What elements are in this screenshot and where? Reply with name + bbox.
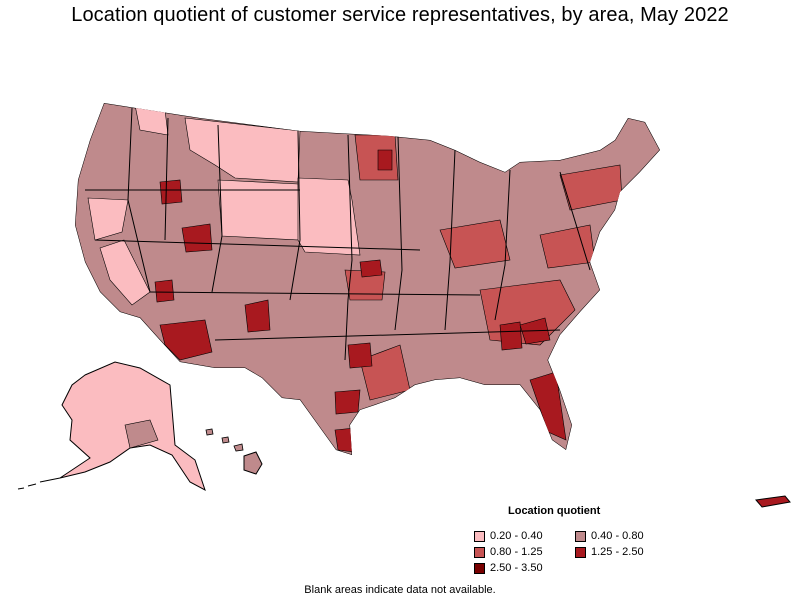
area-texas-coast: [334, 427, 356, 453]
area-california-east: [99, 239, 151, 306]
area-puerto-rico: [755, 495, 791, 508]
area-nebraska: [297, 177, 361, 256]
legend-swatch: [575, 530, 586, 542]
legend-label: 0.80 - 1.25: [490, 546, 543, 558]
legend-item-3: 1.25 - 2.50: [575, 546, 644, 558]
legend-title: Location quotient: [508, 505, 601, 517]
area-nevada-west: [87, 197, 129, 241]
legend-swatch: [575, 546, 586, 558]
legend-label: 0.40 - 0.80: [591, 530, 644, 542]
area-arizona-south: [159, 319, 213, 361]
data-availability-note: Blank areas indicate data not available.: [304, 584, 496, 596]
area-utah-north: [181, 223, 213, 253]
area-wyoming: [217, 179, 301, 241]
area-arizona-west: [154, 279, 175, 303]
conus-region: [75, 103, 660, 455]
state-boundaries: [85, 107, 591, 361]
area-hawaii-oahu: [221, 436, 230, 444]
legend-item-2: 0.80 - 1.25: [474, 546, 543, 558]
area-alaska-islands: [17, 477, 61, 490]
area-kansas: [359, 259, 383, 278]
legend-swatch: [474, 530, 485, 542]
area-south-dakota: [377, 149, 393, 171]
legend-label: 2.50 - 3.50: [490, 562, 543, 574]
area-florida: [529, 371, 567, 441]
area-texas-dallas: [347, 342, 373, 369]
area-hawaii-maui: [233, 443, 244, 452]
legend-swatch: [474, 546, 485, 558]
legend-label: 1.25 - 2.50: [591, 546, 644, 558]
legend-swatch: [474, 562, 485, 574]
area-texas-houston: [334, 389, 361, 415]
legend-item-1: 0.40 - 0.80: [575, 530, 644, 542]
area-hawaii-big-island: [243, 451, 263, 475]
legend-item-4: 2.50 - 3.50: [474, 562, 543, 574]
legend-item-0: 0.20 - 0.40: [474, 530, 543, 542]
area-new-mexico: [244, 299, 271, 333]
area-montana: [184, 117, 301, 183]
area-idaho-south: [159, 179, 183, 205]
legend-label: 0.20 - 0.40: [490, 530, 543, 542]
area-hawaii-kauai: [205, 428, 214, 436]
area-georgia: [499, 321, 523, 351]
map-title: Location quotient of customer service re…: [71, 4, 729, 26]
area-alaska-south: [124, 419, 159, 449]
